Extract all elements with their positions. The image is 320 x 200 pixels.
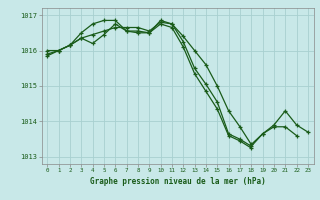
X-axis label: Graphe pression niveau de la mer (hPa): Graphe pression niveau de la mer (hPa) xyxy=(90,177,266,186)
